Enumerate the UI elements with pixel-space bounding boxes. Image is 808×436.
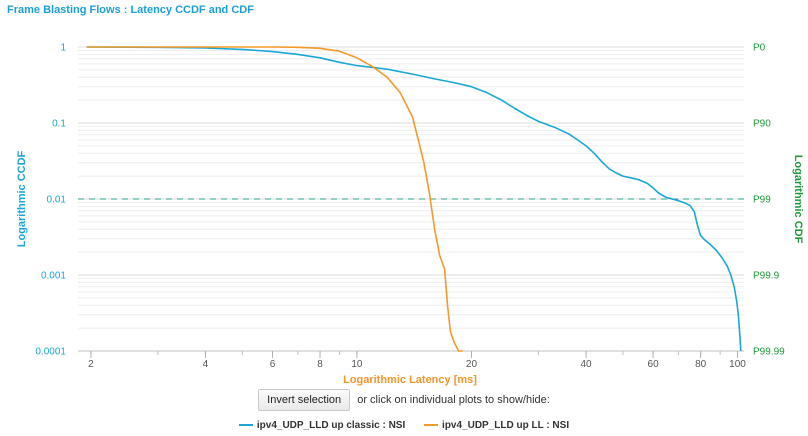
y-right-tick-label: P99.99	[753, 347, 785, 358]
legend-item-classic[interactable]: ipv4_UDP_LLD up classic : NSI	[238, 420, 406, 431]
x-tick-label: 10	[351, 359, 363, 370]
plot-toggle-hint: or click on individual plots to show/hid…	[357, 394, 550, 406]
legend-label: ipv4_UDP_LLD up classic : NSI	[256, 420, 406, 431]
x-tick-label: 4	[203, 359, 209, 370]
x-tick-label: 80	[695, 359, 707, 370]
legend-swatch	[238, 424, 253, 427]
series-line-ll[interactable]	[86, 46, 463, 352]
x-tick-label: 100	[729, 359, 746, 370]
y-axis-left-label: Logarithmic CCDF	[16, 150, 28, 247]
legend-item-ll[interactable]: ipv4_UDP_LLD up LL : NSI	[424, 420, 569, 431]
x-tick-label: 8	[317, 359, 323, 370]
latency-chart: 2 4 6 8 10 20 40 60 80 100 1 0.1 0.01 0.001 0.0001 P0 P9…	[16, 43, 804, 387]
axes: 2 4 6 8 10 20 40 60 80 100 1 0.1 0.01 0.001 0.0001 P0 P9…	[35, 43, 785, 371]
y-axis-right-label: Logarithmic CDF	[792, 155, 804, 244]
y-right-tick-label: P99	[753, 195, 771, 206]
plot-area[interactable]	[86, 46, 742, 352]
invert-selection-button[interactable]: Invert selection	[258, 389, 351, 411]
grid	[78, 46, 744, 352]
legend-swatch	[424, 424, 439, 427]
y-right-tick-label: P0	[753, 43, 766, 54]
x-tick-label: 6	[270, 359, 276, 370]
x-tick-label: 20	[466, 359, 478, 370]
y-right-tick-label: P90	[753, 119, 771, 130]
y-left-tick-label: 1	[60, 43, 66, 54]
y-left-tick-label: 0.1	[52, 119, 66, 130]
legend-label: ipv4_UDP_LLD up LL : NSI	[442, 420, 570, 431]
y-left-tick-label: 0.0001	[35, 347, 66, 358]
legend: ipv4_UDP_LLD up classic : NSI ipv4_UDP_L…	[0, 420, 808, 431]
y-right-tick-label: P99.9	[753, 271, 780, 282]
chart-title: Frame Blasting Flows : Latency CCDF and …	[7, 4, 254, 16]
y-left-tick-label: 0.001	[41, 271, 66, 282]
plot-controls: Invert selection or click on individual …	[0, 389, 808, 411]
x-tick-label: 2	[88, 359, 94, 370]
x-axis-label: Logarithmic Latency [ms]	[343, 374, 477, 386]
x-tick-label: 40	[580, 359, 592, 370]
y-left-tick-label: 0.01	[47, 195, 67, 206]
series-line-classic[interactable]	[86, 46, 742, 352]
x-tick-label: 60	[648, 359, 660, 370]
